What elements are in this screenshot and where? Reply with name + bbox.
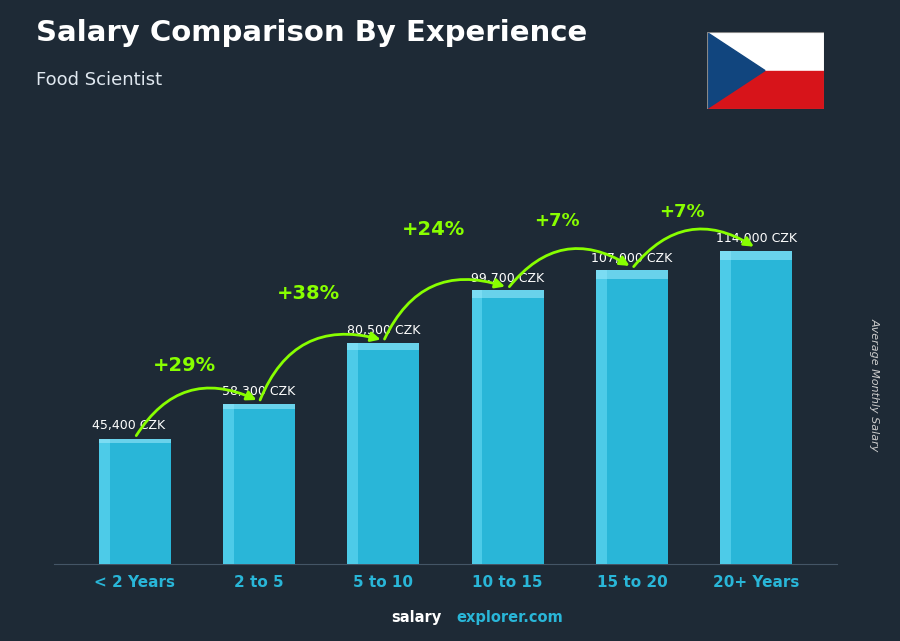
- Bar: [347, 343, 419, 349]
- Bar: [596, 270, 607, 564]
- Bar: [720, 251, 731, 564]
- Text: salary: salary: [392, 610, 442, 625]
- Text: 80,500 CZK: 80,500 CZK: [346, 324, 420, 337]
- Text: 99,700 CZK: 99,700 CZK: [471, 272, 544, 285]
- Text: 114,000 CZK: 114,000 CZK: [716, 233, 796, 246]
- Bar: [596, 270, 668, 279]
- Bar: [472, 290, 482, 564]
- Bar: [99, 439, 110, 564]
- Text: 107,000 CZK: 107,000 CZK: [591, 252, 672, 265]
- Text: Food Scientist: Food Scientist: [36, 71, 162, 88]
- Bar: [347, 343, 419, 564]
- Bar: [223, 404, 295, 564]
- Bar: [347, 343, 358, 564]
- Bar: [720, 251, 792, 260]
- Text: Salary Comparison By Experience: Salary Comparison By Experience: [36, 19, 587, 47]
- Bar: [223, 404, 234, 564]
- Bar: [706, 71, 824, 109]
- Text: +24%: +24%: [401, 221, 464, 239]
- Bar: [99, 439, 171, 564]
- Text: 45,400 CZK: 45,400 CZK: [92, 419, 165, 433]
- Text: +7%: +7%: [659, 203, 705, 221]
- Text: +29%: +29%: [153, 356, 216, 375]
- Bar: [720, 251, 792, 564]
- Bar: [472, 290, 544, 299]
- Bar: [223, 404, 295, 409]
- Bar: [706, 32, 824, 71]
- Bar: [472, 290, 544, 564]
- Text: explorer.com: explorer.com: [456, 610, 563, 625]
- Text: +38%: +38%: [277, 284, 340, 303]
- Text: Average Monthly Salary: Average Monthly Salary: [869, 318, 880, 451]
- Bar: [99, 439, 171, 443]
- Text: 58,300 CZK: 58,300 CZK: [222, 385, 296, 399]
- Text: +7%: +7%: [535, 212, 581, 229]
- Polygon shape: [706, 32, 765, 109]
- Bar: [596, 270, 668, 564]
